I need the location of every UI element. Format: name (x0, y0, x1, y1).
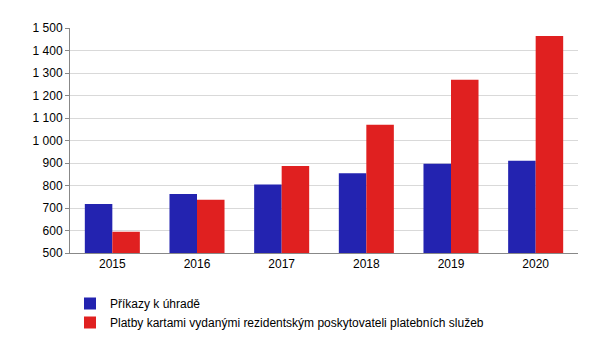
svg-text:2016: 2016 (184, 257, 211, 271)
svg-text:1 500: 1 500 (33, 21, 63, 35)
svg-text:Příkazy k úhradě: Příkazy k úhradě (110, 297, 200, 311)
svg-text:2020: 2020 (522, 257, 549, 271)
svg-text:2015: 2015 (99, 257, 126, 271)
svg-text:2018: 2018 (353, 257, 380, 271)
svg-text:800: 800 (43, 179, 63, 193)
svg-text:1 000: 1 000 (33, 134, 63, 148)
svg-text:600: 600 (43, 224, 63, 238)
svg-text:Platby kartami vydanými rezide: Platby kartami vydanými rezidentským pos… (110, 316, 484, 330)
svg-text:1 300: 1 300 (33, 66, 63, 80)
svg-text:1 200: 1 200 (33, 89, 63, 103)
svg-text:1 100: 1 100 (33, 111, 63, 125)
svg-text:1 400: 1 400 (33, 44, 63, 58)
svg-text:500: 500 (43, 246, 63, 260)
svg-text:2019: 2019 (438, 257, 465, 271)
svg-text:2017: 2017 (268, 257, 295, 271)
svg-text:700: 700 (43, 201, 63, 215)
svg-text:900: 900 (43, 156, 63, 170)
